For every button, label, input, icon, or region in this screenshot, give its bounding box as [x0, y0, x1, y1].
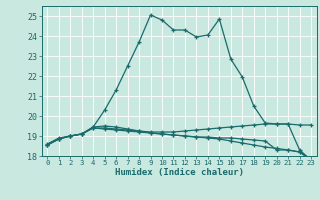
X-axis label: Humidex (Indice chaleur): Humidex (Indice chaleur) [115, 168, 244, 177]
